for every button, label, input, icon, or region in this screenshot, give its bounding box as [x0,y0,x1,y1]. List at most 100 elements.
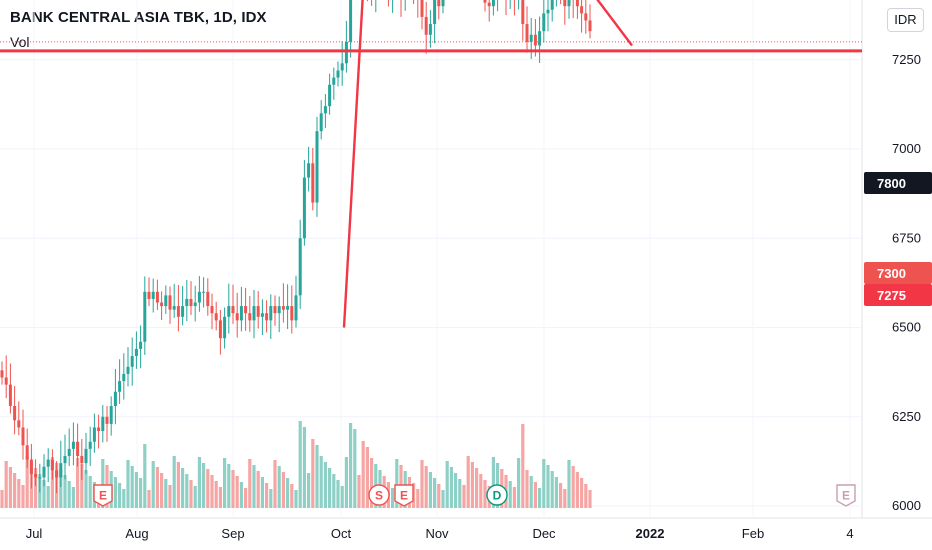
candle-body [538,31,542,46]
price-tag-7275: 7275 [864,284,932,306]
trendline-up[interactable] [342,0,379,328]
volume-bar [256,471,260,508]
candle [269,294,273,339]
volume-bar [550,471,554,508]
candle-body [235,313,239,321]
candle [256,291,260,329]
volume-bar [323,462,327,508]
volume-bar [67,481,71,508]
candle [513,0,515,16]
event-marker-s[interactable]: S [368,484,390,506]
volume-bar [349,423,353,508]
volume-bar [130,466,134,508]
candle [328,73,332,115]
candle [290,285,294,334]
volume-bar [449,467,453,508]
candle [273,295,277,326]
candle [59,440,63,488]
volume-bar [0,490,4,508]
volume-bar [260,477,264,508]
candle-body [256,306,260,317]
candle-body [46,459,50,467]
candle [134,331,138,369]
event-shape [836,484,856,507]
time-axis[interactable]: Jul Aug Sep Oct Nov Dec 2022 Feb 4 [26,526,854,541]
candle-body [67,448,71,457]
candle-body [55,470,59,478]
y-tick-label: 6250 [892,409,921,424]
volume-bar [172,456,176,508]
candle [546,0,550,32]
volume-bar [42,480,46,508]
candle-body [185,298,189,307]
volume-bar [4,461,8,508]
y-tick-label: 7250 [892,52,921,67]
candle [55,461,59,494]
candle-body [525,24,529,42]
currency-button[interactable]: IDR [887,8,924,32]
volume-bar [239,482,243,508]
volume-bar [470,462,474,508]
candle-body [118,381,122,392]
volume-bar [525,470,529,508]
volume-bar [424,466,428,508]
candle [202,277,206,308]
candle-body [277,306,281,314]
volume-bar [311,439,315,508]
candle [307,146,311,192]
volume-bar [189,480,193,508]
candle-body [260,313,264,317]
volume-bar [185,474,189,508]
candle [181,286,185,326]
candle [371,0,373,6]
candle-body [105,416,109,424]
candle [281,283,285,323]
volume-bar [164,479,168,508]
event-marker-d[interactable]: D [486,484,508,506]
candle [505,0,507,16]
candle [563,0,567,25]
volume-bar [491,457,495,508]
volume-bar [139,478,143,508]
candle-body [155,291,159,303]
candle [302,160,306,246]
candle-body [340,63,344,71]
event-marker-e[interactable]: E [836,484,856,507]
candle-body [483,0,487,3]
candle [252,290,256,339]
volume-bar [445,461,449,508]
candle-body [59,463,63,478]
volume-bar [584,484,588,508]
candle [176,285,180,332]
candle-body [29,459,33,474]
event-marker-e[interactable]: E [394,484,414,507]
candle-body [80,456,84,464]
volume-bar [462,485,466,508]
price-tag-7300: 7300 [864,262,932,284]
candle [521,0,525,41]
event-marker-e[interactable]: E [93,484,113,507]
volume-bar [143,444,147,508]
candle-body [294,295,298,321]
candle [323,94,327,128]
candle [550,0,554,22]
candle [147,277,151,307]
volume-bar [521,424,525,508]
candle [417,0,419,18]
volume-bar [344,457,348,508]
event-shape [93,484,113,507]
volume-bar [134,472,138,508]
candle-body [550,0,554,10]
candle [525,6,529,53]
candle [239,286,243,332]
volume-bar [269,489,273,508]
candle-body [575,0,579,7]
candle-body [533,34,537,46]
candle [336,61,340,87]
price-axis[interactable]: 6000625065006750700072507500775080008250… [892,0,921,513]
volume-indicator-label[interactable]: Vol [10,34,30,50]
price-tags: 7800 7300 7275 [864,172,932,306]
candle [105,406,109,442]
candle [113,368,117,425]
